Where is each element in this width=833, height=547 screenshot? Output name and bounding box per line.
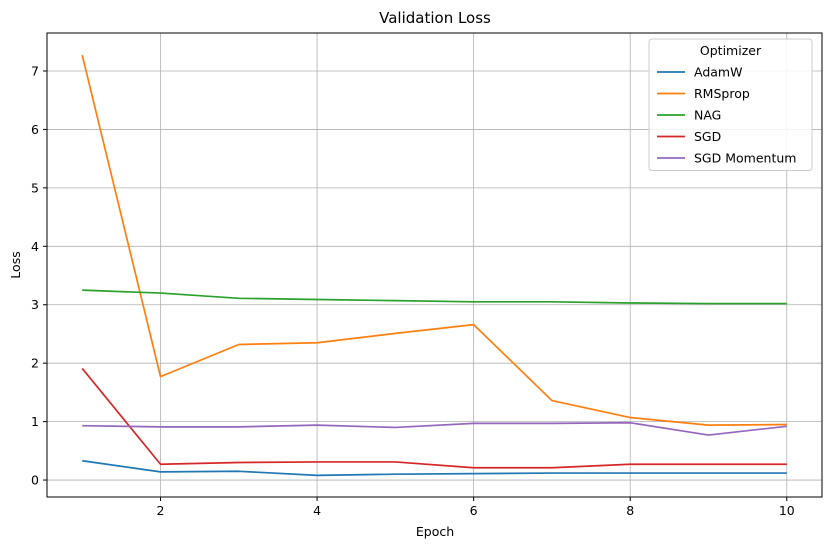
y-tick-label: 6 bbox=[31, 122, 39, 137]
y-tick-label: 0 bbox=[31, 473, 39, 488]
x-tick-label: 10 bbox=[779, 503, 795, 518]
y-tick-label: 3 bbox=[31, 297, 39, 312]
legend-label: RMSprop bbox=[694, 86, 750, 101]
y-tick-label: 7 bbox=[31, 63, 39, 78]
y-tick-label: 4 bbox=[31, 239, 39, 254]
x-tick-label: 2 bbox=[157, 503, 165, 518]
chart-title: Validation Loss bbox=[379, 9, 491, 27]
series-line-sgd-momentum bbox=[82, 421, 787, 436]
y-axis-label: Loss bbox=[8, 251, 23, 278]
x-axis-label: Epoch bbox=[416, 524, 454, 539]
series-line-adamw bbox=[82, 459, 787, 477]
legend-items: AdamW RMSprop NAG SGD SGD Momentum bbox=[657, 65, 796, 166]
legend-label: NAG bbox=[694, 108, 721, 123]
series-line-sgd bbox=[81, 367, 787, 469]
y-axis: 0 1 2 3 4 5 6 7 bbox=[31, 63, 47, 488]
legend-label: SGD Momentum bbox=[694, 151, 796, 166]
series-line-nag bbox=[82, 289, 787, 305]
x-tick-label: 4 bbox=[313, 503, 321, 518]
x-axis: 2 4 6 8 10 bbox=[157, 497, 795, 518]
plot-frame bbox=[46, 32, 823, 498]
x-tick-label: 6 bbox=[470, 503, 478, 518]
series-lines bbox=[81, 55, 787, 477]
legend-title: Optimizer bbox=[700, 43, 762, 58]
y-tick-label: 2 bbox=[31, 356, 39, 371]
legend: Optimizer AdamW RMSprop NAG SGD SGD Momentum bbox=[648, 38, 813, 171]
legend-box bbox=[648, 38, 813, 171]
y-tick-label: 1 bbox=[31, 414, 39, 429]
x-tick-label: 8 bbox=[626, 503, 634, 518]
series-line-rmsprop bbox=[81, 55, 787, 426]
legend-label: AdamW bbox=[694, 65, 742, 80]
legend-label: SGD bbox=[694, 129, 721, 144]
y-tick-label: 5 bbox=[31, 180, 39, 195]
